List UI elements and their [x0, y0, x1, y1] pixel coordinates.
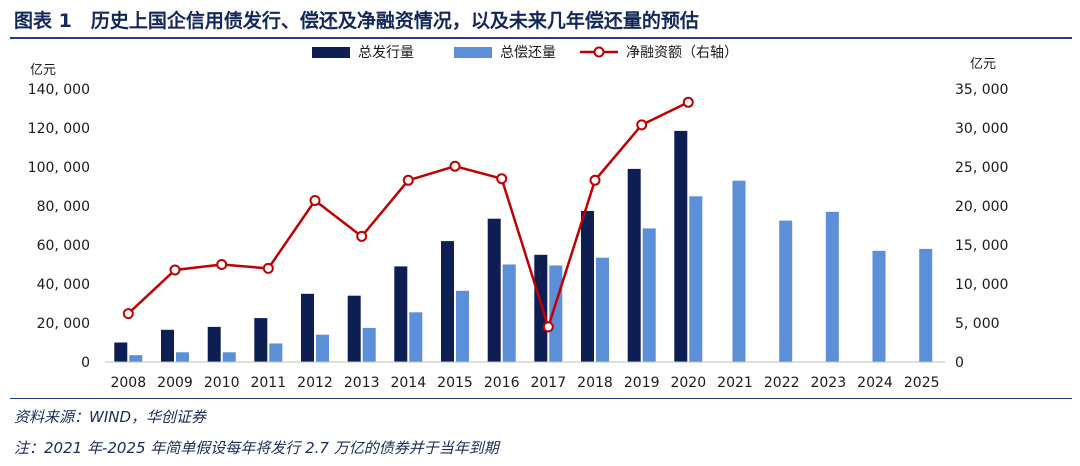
repayment-bar — [642, 228, 656, 362]
net-financing-point — [216, 259, 228, 270]
repayment-bar — [689, 196, 703, 363]
issuance-bar — [534, 254, 548, 363]
x-axis-tick-label: 2016 — [484, 375, 520, 391]
chart: 总发行量 总偿还量 净融资额（右轴） 亿元 亿元 0 20, 000 40, 000 60… — [28, 45, 1009, 391]
issuance-bar — [114, 342, 128, 362]
x-axis-tick-label: 2018 — [577, 375, 613, 391]
x-axis-tick-label: 2020 — [670, 375, 706, 391]
net-financing-point — [682, 96, 694, 108]
left-axis-tick-label: 60, 000 — [37, 238, 90, 254]
issuance-bar — [161, 329, 174, 362]
right-axis-tick-label: 30, 000 — [955, 121, 1008, 137]
net-financing-point — [449, 160, 461, 172]
net-financing-point — [402, 174, 414, 186]
line-series — [122, 96, 694, 333]
repayment-bar — [176, 352, 189, 363]
legend-swatch-repayment — [454, 47, 492, 58]
net-financing-point — [589, 174, 601, 186]
assumption-note: 注：2021 年-2025 年简单假设每年将发行 2.7 万亿的债券并于当年到期 — [14, 439, 499, 457]
issuance-bar — [254, 318, 268, 362]
net-financing-point — [542, 321, 554, 333]
left-axis-ticks: 0 20, 000 40, 000 60, 000 80, 000 100, 000 120… — [28, 82, 90, 371]
x-axis-labels: 2008 2009 2010 2011 2012 2013 2014 2015 2016 2017… — [110, 375, 939, 391]
repayment-bar — [129, 355, 143, 362]
legend-label: 总发行量 — [358, 45, 414, 61]
repayment-bar — [872, 250, 886, 362]
x-axis-tick-label: 2011 — [250, 375, 286, 391]
title-divider — [10, 37, 1072, 39]
issuance-bar — [674, 130, 688, 362]
net-financing-point — [262, 262, 274, 274]
repayment-bar — [919, 248, 933, 362]
right-axis-ticks: 0 5, 000 10, 000 15, 000 20, 000 25, 000 30, 0… — [955, 82, 1008, 371]
issuance-bar — [487, 218, 501, 362]
left-axis-tick-label: 0 — [81, 355, 90, 371]
legend-label: 总偿还量 — [500, 45, 556, 61]
x-axis-tick-label: 2015 — [437, 375, 473, 391]
left-axis-tick-label: 100, 000 — [28, 160, 90, 176]
x-axis-tick-label: 2014 — [390, 375, 426, 391]
net-financing-point — [309, 195, 321, 206]
issuance-bar — [347, 295, 361, 362]
repayment-bar — [825, 211, 839, 362]
right-axis-unit: 亿元 — [970, 57, 996, 72]
left-axis-tick-label: 40, 000 — [37, 277, 90, 293]
x-axis-tick-label: 2024 — [857, 375, 893, 391]
net-financing-point — [356, 230, 368, 242]
right-axis-tick-label: 5, 000 — [955, 316, 1000, 332]
left-axis-unit: 亿元 — [30, 63, 56, 78]
source-note: 资料来源：WIND，华创证券 — [14, 408, 207, 426]
figure-title: 图表 1 历史上国企信用债发行、偿还及净融资情况，以及未来几年偿还量的预估 — [14, 10, 699, 32]
right-axis-tick-label: 25, 000 — [955, 160, 1008, 176]
repayment-bar — [222, 352, 236, 363]
repayment-bar — [362, 327, 376, 362]
x-axis-tick-label: 2022 — [764, 375, 800, 391]
repayment-bar — [316, 334, 329, 362]
repayment-bar — [732, 180, 746, 362]
net-financing-point — [636, 119, 648, 131]
x-axis-tick-label: 2025 — [904, 375, 940, 391]
issuance-bar — [441, 241, 454, 362]
x-axis-tick-label: 2012 — [297, 375, 333, 391]
left-axis-tick-label: 20, 000 — [37, 316, 90, 332]
x-axis-tick-label: 2021 — [717, 375, 753, 391]
net-financing-point — [496, 173, 508, 185]
net-financing-point — [169, 264, 181, 276]
x-axis-tick-label: 2017 — [530, 375, 566, 391]
repayment-bar — [409, 312, 423, 362]
issuance-bar — [627, 168, 641, 362]
x-axis-tick-label: 2010 — [204, 375, 240, 391]
left-axis-tick-label: 80, 000 — [37, 199, 90, 215]
left-axis-tick-label: 120, 000 — [28, 121, 90, 137]
legend: 总发行量 总偿还量 净融资额（右轴） — [312, 45, 738, 61]
right-axis-tick-label: 35, 000 — [955, 82, 1008, 98]
right-axis-tick-label: 10, 000 — [955, 277, 1008, 293]
legend-swatch-issuance — [312, 47, 350, 58]
issuance-bar — [301, 293, 314, 363]
repayment-bar — [779, 220, 793, 362]
legend-marker — [593, 46, 605, 58]
net-financing-point — [122, 308, 134, 320]
legend-label: 净融资额（右轴） — [626, 45, 738, 61]
right-axis-tick-label: 0 — [955, 355, 964, 371]
repayment-bar — [502, 264, 516, 362]
repayment-bar — [596, 257, 609, 362]
footer-divider — [10, 398, 1072, 399]
bars — [114, 130, 933, 363]
x-axis-tick-label: 2023 — [810, 375, 846, 391]
right-axis-tick-label: 15, 000 — [955, 238, 1008, 254]
x-axis-tick-label: 2013 — [344, 375, 380, 391]
issuance-bar — [207, 326, 221, 362]
right-axis-tick-label: 20, 000 — [955, 199, 1008, 215]
issuance-bar — [581, 210, 594, 362]
x-axis-tick-label: 2008 — [110, 375, 146, 391]
left-axis-tick-label: 140, 000 — [28, 82, 90, 98]
issuance-bar — [394, 266, 408, 362]
x-axis-tick-label: 2019 — [624, 375, 660, 391]
x-axis-tick-label: 2009 — [157, 375, 193, 391]
repayment-bar — [456, 290, 469, 362]
repayment-bar — [269, 343, 283, 362]
